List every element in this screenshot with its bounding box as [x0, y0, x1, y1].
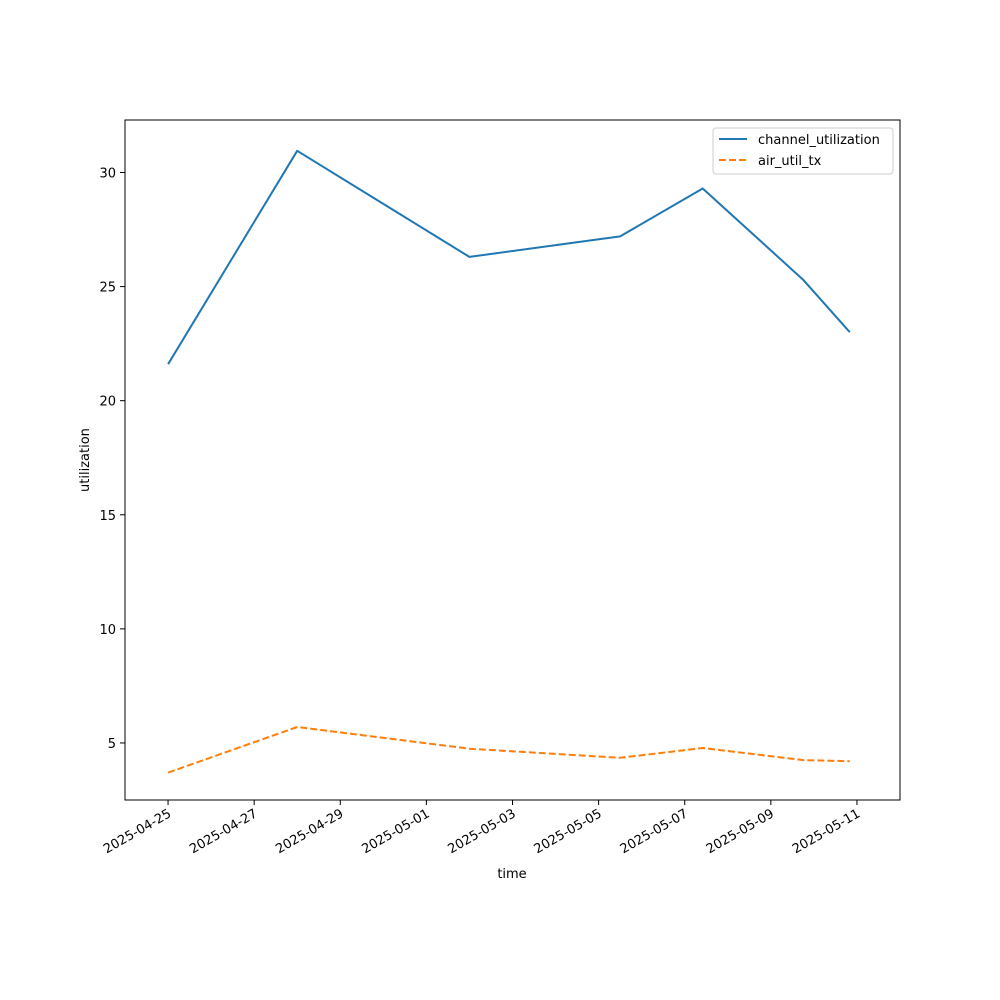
y-tick-label: 10 — [99, 623, 116, 638]
y-axis: 5 10 15 20 25 30 — [99, 166, 125, 752]
series-line-channel-utilization — [167, 149, 851, 365]
series-line-air-util-tx — [167, 726, 850, 774]
legend-label-channel-utilization: channel_utilization — [758, 133, 880, 148]
y-axis-label: utilization — [78, 428, 93, 492]
y-tick-label: 25 — [99, 281, 116, 296]
y-tick-label: 20 — [99, 395, 116, 410]
x-axis-label: time — [497, 867, 526, 882]
legend-label-air-util-tx: air_util_tx — [758, 154, 822, 169]
legend-box — [712, 127, 894, 175]
y-tick-label: 15 — [99, 509, 116, 524]
y-tick-label: 5 — [108, 737, 116, 752]
legend: channel_utilization air_util_tx — [712, 127, 894, 175]
plot-area — [167, 149, 851, 774]
y-tick-label: 30 — [99, 166, 116, 181]
